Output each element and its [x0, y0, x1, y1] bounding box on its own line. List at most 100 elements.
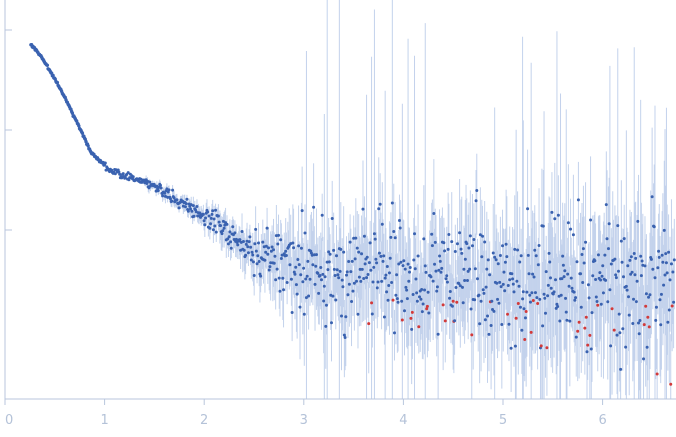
data-point [483, 240, 487, 244]
data-point [605, 237, 609, 241]
data-point [284, 249, 288, 253]
data-point [497, 301, 501, 305]
x-tick-label-2: 2 [200, 413, 208, 428]
data-point [530, 291, 534, 295]
data-point [667, 308, 671, 312]
data-point [432, 212, 436, 215]
data-point [466, 269, 470, 273]
data-point [358, 267, 362, 271]
data-point [553, 217, 557, 221]
data-point [408, 266, 412, 269]
data-point [511, 277, 515, 281]
data-point [110, 168, 114, 172]
data-point [203, 223, 207, 227]
data-point [460, 251, 464, 255]
x-tick-label-5: 5 [499, 413, 507, 428]
data-point [634, 256, 638, 260]
data-point [556, 213, 560, 217]
data-point [229, 246, 233, 250]
data-point [662, 283, 666, 287]
data-point [420, 288, 424, 291]
data-point [546, 294, 550, 298]
data-point-negative [576, 329, 580, 333]
data-point [525, 290, 529, 294]
data-point [598, 271, 602, 275]
data-point [657, 249, 661, 253]
data-point [652, 225, 656, 229]
data-point [375, 261, 379, 265]
data-point [214, 230, 218, 234]
data-point [523, 316, 527, 320]
data-point [256, 254, 260, 258]
data-point [521, 290, 525, 294]
data-point [339, 247, 343, 251]
data-point [158, 183, 162, 187]
data-point [222, 226, 226, 230]
data-point [634, 300, 638, 304]
data-point [299, 246, 303, 250]
data-point [607, 222, 611, 226]
data-point-negative [646, 315, 650, 319]
data-point [304, 296, 308, 300]
data-point [562, 275, 566, 279]
data-point [669, 262, 673, 266]
data-point [394, 293, 398, 297]
data-point [414, 277, 418, 281]
data-point [427, 311, 431, 315]
data-point [320, 213, 324, 217]
data-point [340, 314, 344, 318]
data-point-negative [417, 325, 421, 329]
data-point [430, 244, 434, 248]
data-point [273, 254, 277, 258]
data-point [637, 332, 641, 336]
data-point [552, 290, 556, 294]
data-point [594, 295, 598, 299]
data-point [622, 237, 626, 241]
data-point [376, 280, 380, 284]
data-point [619, 239, 623, 243]
data-point [413, 267, 417, 271]
data-point-negative [644, 304, 648, 308]
data-point [212, 217, 216, 221]
data-point [473, 267, 477, 271]
data-point [294, 283, 298, 287]
data-point [616, 269, 620, 273]
data-point [318, 274, 322, 277]
data-point [659, 292, 663, 296]
data-point [661, 260, 665, 264]
data-point [526, 253, 530, 257]
data-point [244, 242, 248, 246]
data-point [416, 254, 420, 258]
data-point [167, 188, 171, 192]
data-point [177, 206, 181, 210]
data-point [496, 297, 500, 301]
data-point [156, 189, 160, 193]
data-point [277, 276, 281, 280]
data-point [228, 230, 232, 234]
data-point [206, 210, 210, 214]
data-point [520, 328, 524, 332]
data-point [406, 262, 410, 266]
data-point-negative [583, 326, 587, 330]
data-point [419, 297, 423, 301]
data-point [491, 251, 495, 255]
data-point [269, 249, 273, 253]
data-point [405, 288, 409, 292]
data-point [581, 281, 585, 284]
data-point [596, 253, 600, 257]
data-point [421, 302, 425, 306]
data-point [433, 262, 437, 266]
data-point [393, 236, 397, 240]
data-point [356, 312, 360, 316]
data-point [402, 259, 406, 263]
data-point [264, 250, 268, 254]
data-point [585, 350, 589, 354]
data-point [606, 247, 610, 251]
data-point [249, 245, 253, 249]
data-point [202, 219, 206, 223]
data-point [392, 230, 396, 233]
data-point [445, 274, 449, 278]
data-point [254, 227, 258, 231]
data-point [599, 302, 603, 306]
data-point [304, 277, 308, 281]
